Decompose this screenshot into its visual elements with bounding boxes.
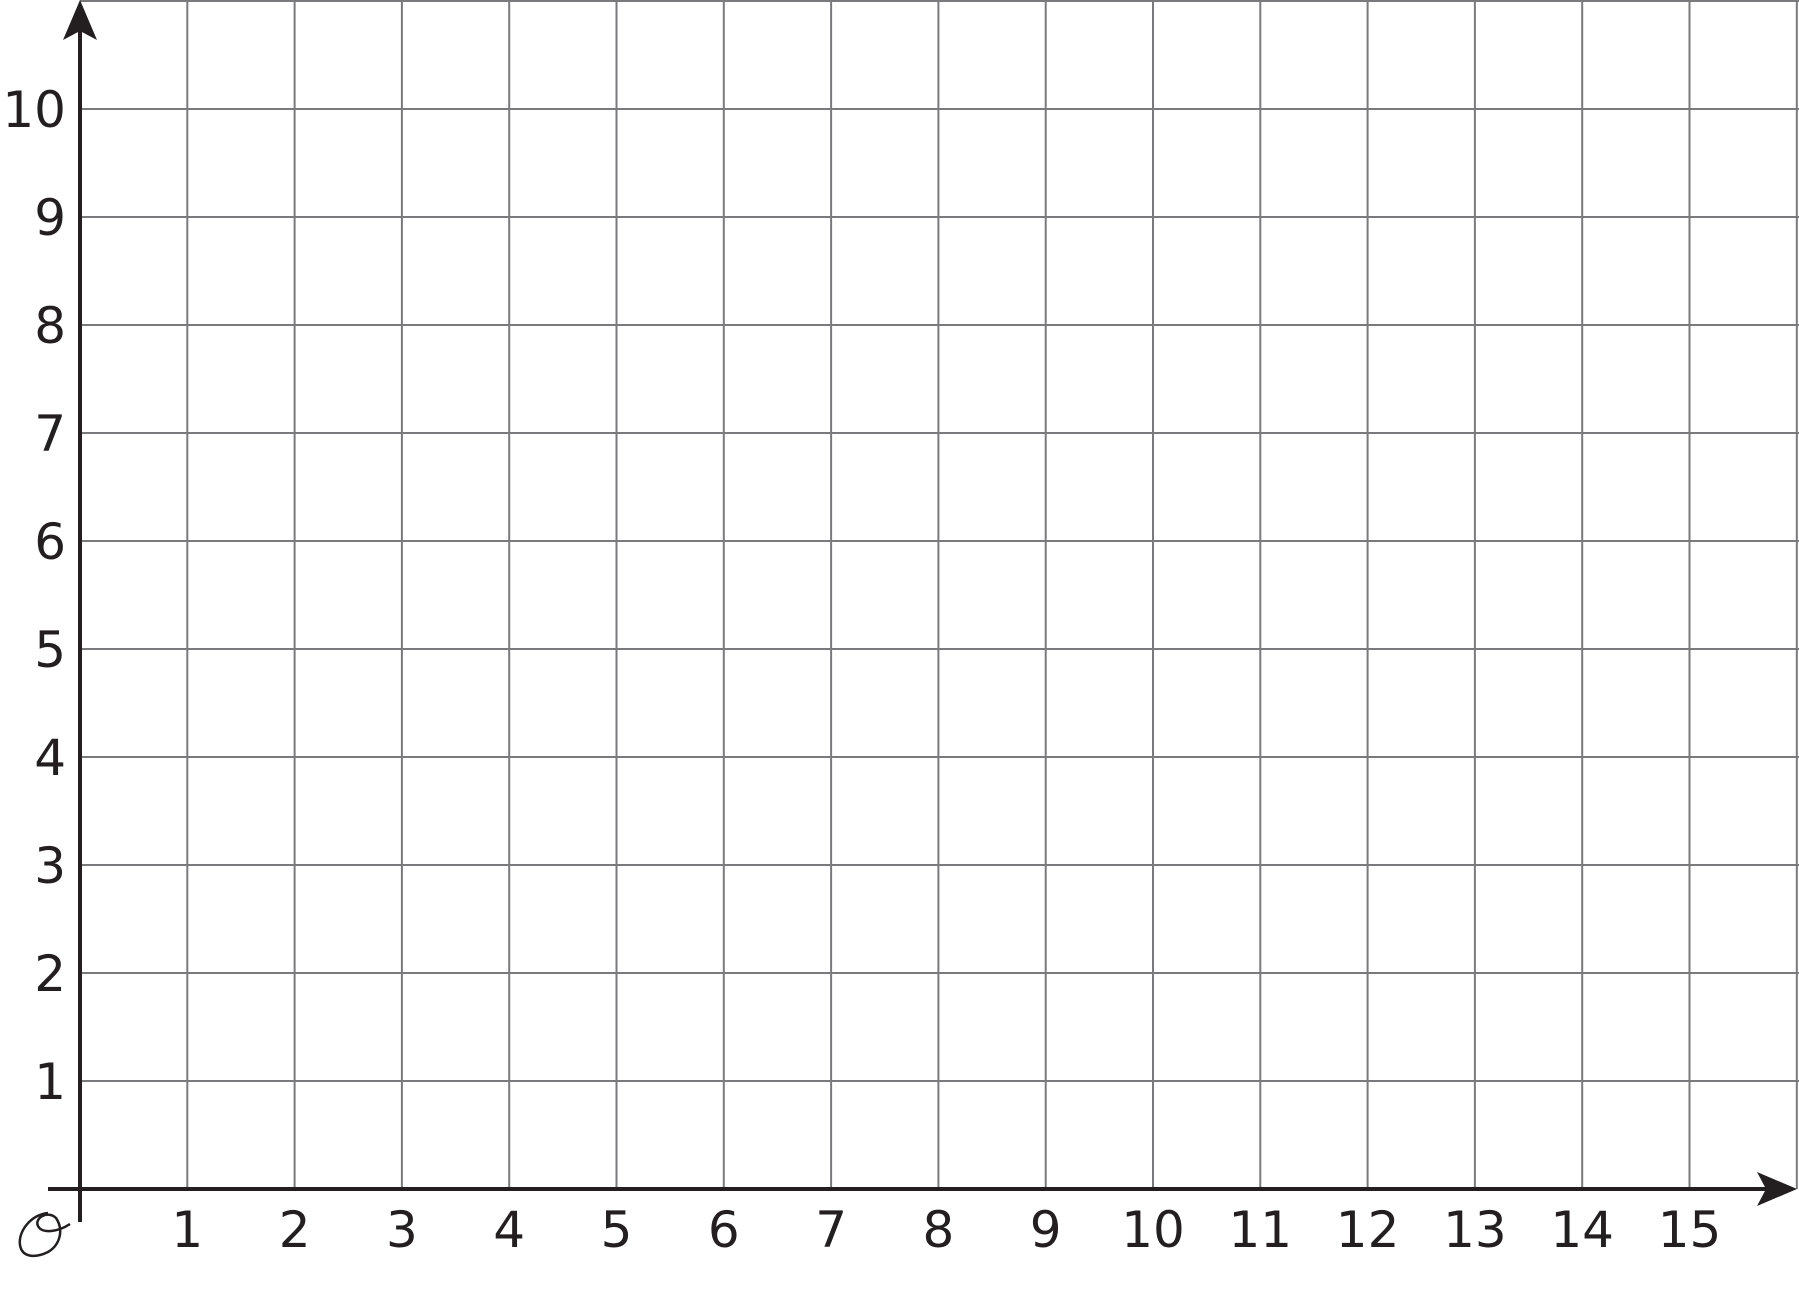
y-axis-arrow [63, 0, 97, 40]
x-tick-label: 13 [1443, 1201, 1507, 1259]
grid-lines [80, 0, 1799, 1189]
x-tick-label: 11 [1228, 1201, 1292, 1259]
axes [48, 0, 1797, 1222]
y-tick-label: 2 [34, 945, 66, 1003]
x-tick-labels: 1 2 3 4 5 6 7 8 9 10 11 12 13 14 15 [171, 1201, 1721, 1259]
x-tick-label: 1 [171, 1201, 203, 1259]
y-tick-label: 7 [34, 405, 66, 463]
y-tick-label: 1 [34, 1053, 66, 1111]
x-tick-label: 9 [1030, 1201, 1062, 1259]
y-tick-label: 6 [34, 513, 66, 571]
x-tick-label: 3 [386, 1201, 418, 1259]
x-tick-label: 5 [601, 1201, 633, 1259]
x-tick-label: 14 [1550, 1201, 1614, 1259]
x-tick-label: 2 [279, 1201, 311, 1259]
x-tick-label: 8 [922, 1201, 954, 1259]
x-tick-label: 12 [1336, 1201, 1400, 1259]
y-tick-label: 5 [34, 621, 66, 679]
origin-mark [18, 1211, 71, 1258]
y-tick-label: 4 [34, 729, 66, 787]
x-tick-label: 15 [1658, 1201, 1722, 1259]
y-tick-label: 3 [34, 837, 66, 895]
x-tick-label: 10 [1121, 1201, 1185, 1259]
y-tick-label: 8 [34, 297, 66, 355]
x-tick-label: 6 [708, 1201, 740, 1259]
y-tick-label: 9 [34, 189, 66, 247]
y-tick-label: 10 [2, 81, 66, 139]
x-tick-label: 4 [493, 1201, 525, 1259]
x-axis-arrow [1757, 1172, 1797, 1206]
y-tick-labels: 1 2 3 4 5 6 7 8 9 10 [2, 81, 66, 1111]
x-tick-label: 7 [815, 1201, 847, 1259]
